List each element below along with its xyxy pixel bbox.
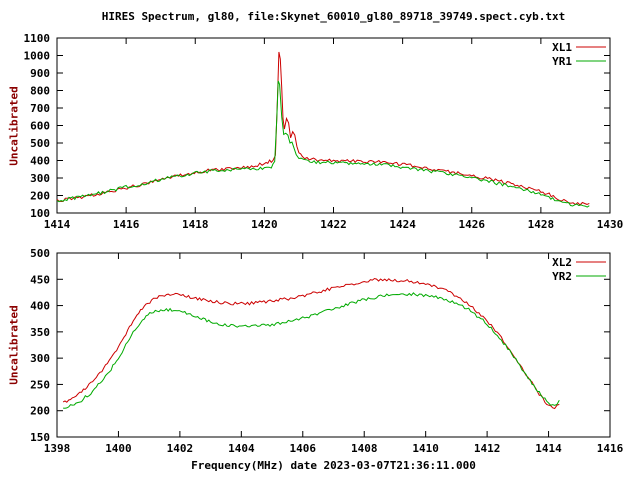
x-tick-label: 1402 [167, 442, 194, 455]
y-tick-label: 500 [30, 137, 50, 150]
x-tick-label: 1414 [535, 442, 562, 455]
y-tick-label: 300 [30, 352, 50, 365]
x-tick-label: 1404 [228, 442, 255, 455]
y-tick-label: 250 [30, 378, 50, 391]
x-tick-label: 1420 [251, 218, 278, 231]
y-tick-label: 300 [30, 172, 50, 185]
x-tick-label: 1416 [113, 218, 140, 231]
plot-border [56, 37, 611, 214]
panel-1: 1414 1416 1418 1420 1422 1424 1426 1428 1430 100 2… [24, 32, 624, 231]
series-line-YR1 [56, 80, 590, 208]
y-tick-label: 900 [30, 67, 50, 80]
series-line-YR2 [63, 292, 560, 409]
y-tick-label: 400 [30, 300, 50, 313]
x-tick-label: 1414 [44, 218, 71, 231]
y-tick-label: 1000 [24, 50, 51, 63]
series-line-XL2 [62, 277, 560, 410]
x-tick-label: 1424 [389, 218, 416, 231]
y-tick-label: 150 [30, 431, 50, 444]
series-line-XL1 [56, 51, 590, 206]
y-tick-label: 700 [30, 102, 50, 115]
y-tick-label: 400 [30, 155, 50, 168]
x-tick-label: 1418 [182, 218, 209, 231]
y-tick-label: 350 [30, 326, 50, 339]
y-tick-label: 500 [30, 247, 50, 260]
x-tick-label: 1416 [597, 442, 624, 455]
legend-label-YR2: YR2 [552, 270, 572, 283]
y-tick-label: 100 [30, 207, 50, 220]
x-tick-label: 1422 [320, 218, 347, 231]
x-tick-label: 1428 [528, 218, 555, 231]
x-tick-label: 1430 [597, 218, 624, 231]
y-tick-label: 600 [30, 120, 50, 133]
x-tick-label: 1398 [44, 442, 71, 455]
x-tick-label: 1408 [351, 442, 378, 455]
x-tick-label: 1426 [459, 218, 486, 231]
x-tick-label: 1410 [412, 442, 439, 455]
legend-label-XL2: XL2 [552, 256, 572, 269]
x-tick-label: 1400 [105, 442, 132, 455]
y-tick-label: 450 [30, 273, 50, 286]
panel-2: 1398 1400 1402 1404 1406 1408 1410 1412 1414 1416… [30, 247, 623, 455]
y-tick-label: 200 [30, 405, 50, 418]
x-axis-label: Frequency(MHz) date 2023-03-07T21:36:11.… [191, 459, 476, 472]
y-tick-label: 1100 [24, 32, 51, 45]
y-tick-label: 200 [30, 190, 50, 203]
y-tick-label: 800 [30, 85, 50, 98]
legend-label-XL1: XL1 [552, 41, 572, 54]
plot-border [56, 252, 611, 438]
x-tick-label: 1406 [290, 442, 317, 455]
legend-label-YR1: YR1 [552, 55, 572, 68]
figure-title: HIRES Spectrum, gl80, file:Skynet_60010_… [101, 10, 566, 23]
x-tick-label: 1412 [474, 442, 501, 455]
